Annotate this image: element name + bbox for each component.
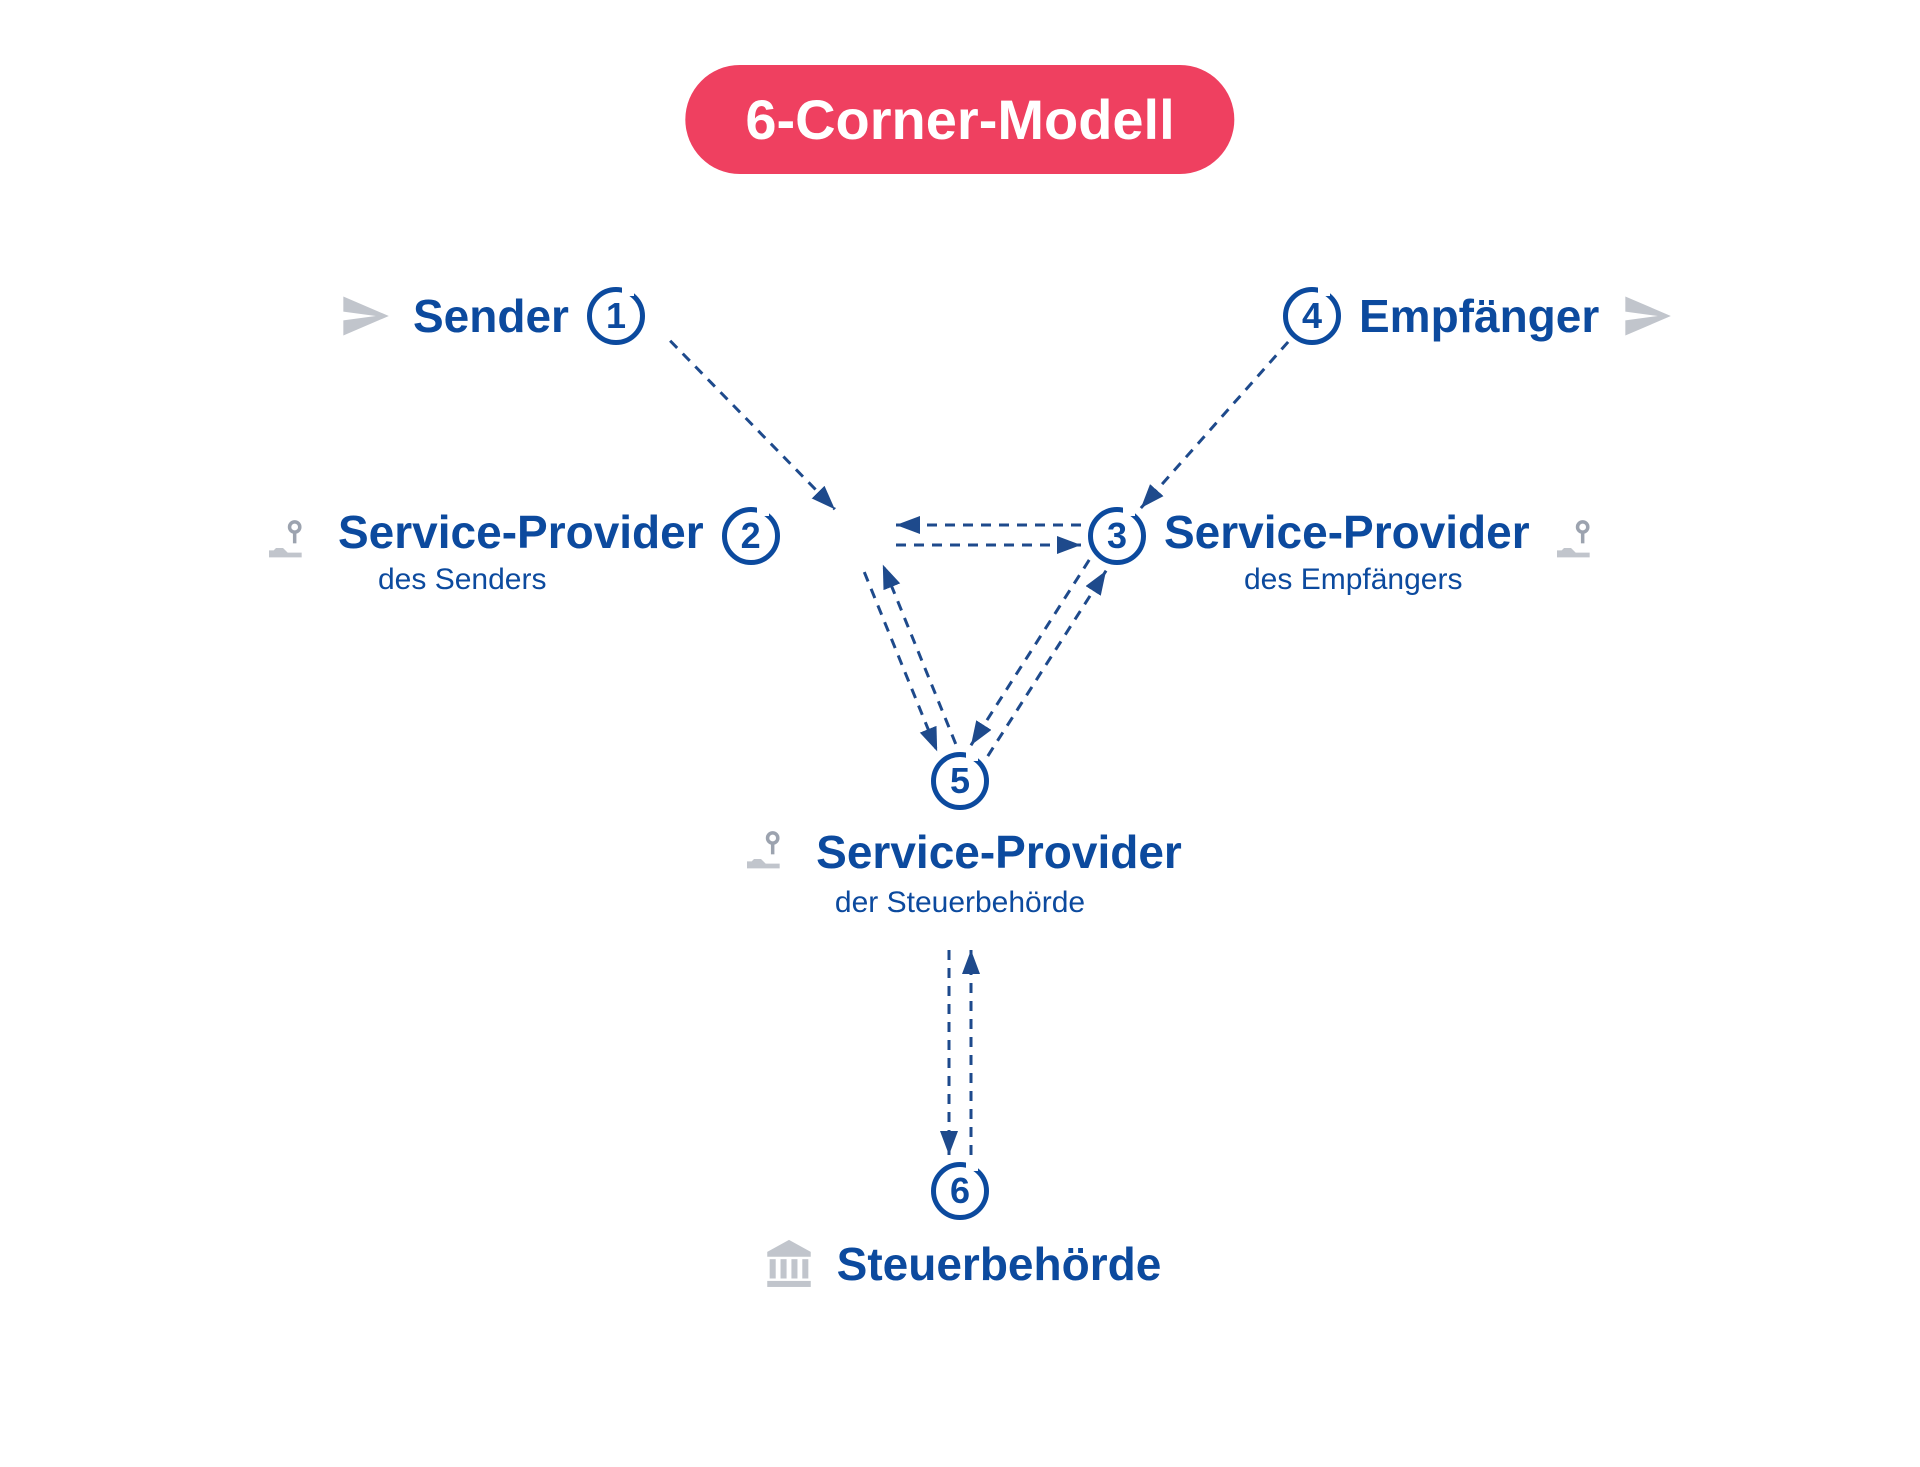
- hand-key-icon: [738, 822, 798, 882]
- node-number: 1: [587, 287, 645, 345]
- node-number: 6: [931, 1162, 989, 1220]
- node-label: Empfänger: [1359, 289, 1599, 343]
- node-sublabel: der Steuerbehörde: [835, 886, 1085, 920]
- node-label: Service-Provider: [338, 505, 704, 559]
- node-number: 4: [1283, 287, 1341, 345]
- node-sublabel: des Empfängers: [1244, 563, 1530, 597]
- node-label: Service-Provider: [816, 825, 1182, 879]
- node-sublabel: des Senders: [378, 563, 704, 597]
- paper-plane-icon: [335, 286, 395, 346]
- node-number: 5: [931, 752, 989, 810]
- node-empfaenger: 4 Empfänger: [1283, 286, 1677, 346]
- node-number: 2: [722, 507, 780, 565]
- node-label: Sender: [413, 289, 569, 343]
- hand-key-icon: [1548, 511, 1608, 571]
- node-sp-empfaenger: 3 Service-Provider des Empfängers: [1088, 505, 1608, 597]
- building-icon: [759, 1234, 819, 1294]
- node-sp-sender: Service-Provider des Senders 2: [260, 505, 780, 597]
- node-label: Service-Provider: [1164, 505, 1530, 559]
- node-steuerbehoerde: 6 Steuerbehörde: [0, 1162, 1920, 1294]
- node-label: Steuerbehörde: [837, 1237, 1162, 1291]
- node-number: 3: [1088, 507, 1146, 565]
- paper-plane-icon: [1617, 286, 1677, 346]
- diagram-title: 6-Corner-Modell: [685, 65, 1234, 174]
- hand-key-icon: [260, 511, 320, 571]
- node-sp-steuer: 5 Service-Provider der Steuerbehörde: [0, 752, 1920, 920]
- node-sender: Sender 1: [335, 286, 645, 346]
